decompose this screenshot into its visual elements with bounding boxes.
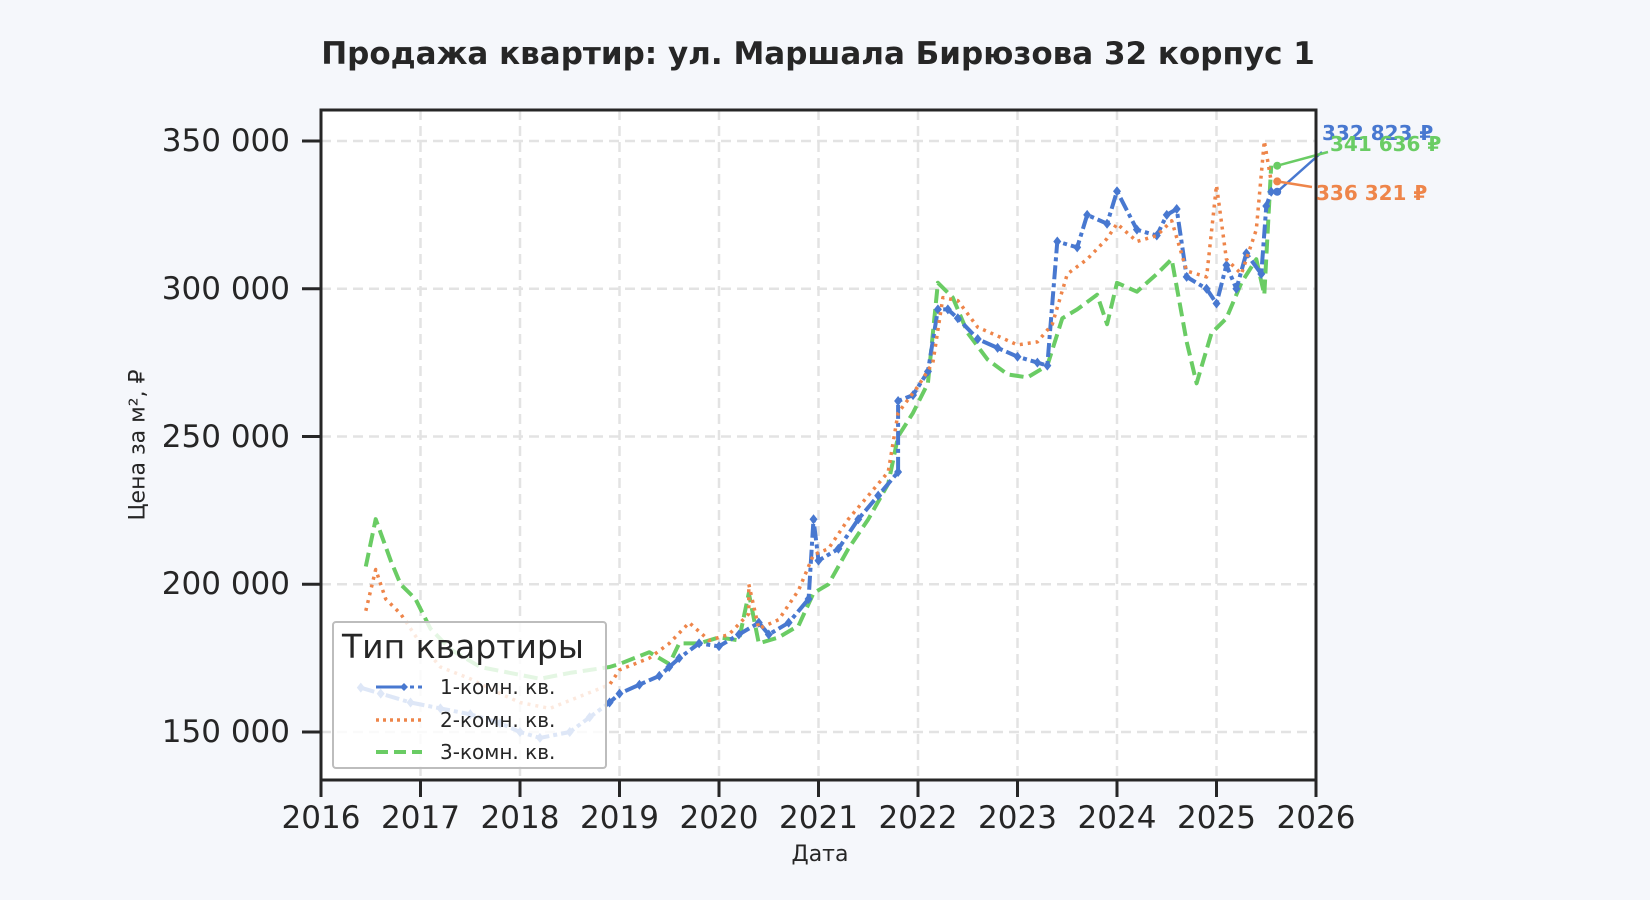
x-axis-label: Дата [791,842,849,867]
x-tick-label: 2019 [580,800,659,836]
y-tick-label: 300 000 [161,270,290,307]
chart-title: Продажа квартир: ул. Маршала Бирюзова 32… [321,36,1315,72]
y-axis-label: Цена за м², ₽ [125,369,151,521]
x-tick-label: 2023 [978,800,1057,836]
x-tick-label: 2025 [1177,800,1256,836]
annotation-3room: 341 636 ₽ [1330,132,1442,156]
legend-swatch-1room-icon [376,683,422,691]
legend-swatch-3room-icon [376,750,422,754]
x-tick-label: 2017 [381,800,460,836]
annotation-1room: 332 823 ₽ [1322,121,1434,145]
legend-label-3room: 3-комн. кв. [440,740,556,764]
x-tick-label: 2021 [779,800,858,836]
annotation-2room: 336 321 ₽ [1316,181,1428,205]
y-tick-label: 150 000 [161,714,290,750]
x-tick-label: 2024 [1077,800,1157,836]
x-tick-label: 2026 [1276,800,1356,836]
axis-ticks [302,139,1318,797]
y-tick-label: 200 000 [161,566,290,603]
legend-title: Тип квартиры [342,627,584,666]
x-tick-label: 2020 [679,800,759,836]
legend-item-1room: 1-комн. кв. [334,673,604,703]
legend-swatch-2room-icon [376,718,422,722]
legend-item-2room: 2-комн. кв. [334,706,604,736]
x-tick-label: 2018 [480,800,560,836]
x-tick-label: 2016 [281,800,361,836]
legend-item-3room: 3-комн. кв. [334,738,604,768]
legend-label-1room: 1-комн. кв. [440,675,556,699]
legend: Тип квартиры 1-комн. кв. 2-комн. кв. 3-к… [332,621,607,769]
x-tick-label: 2022 [878,800,958,836]
legend-label-2room: 2-комн. кв. [440,708,556,732]
y-tick-label: 350 000 [161,123,290,159]
y-tick-label: 250 000 [161,418,290,455]
